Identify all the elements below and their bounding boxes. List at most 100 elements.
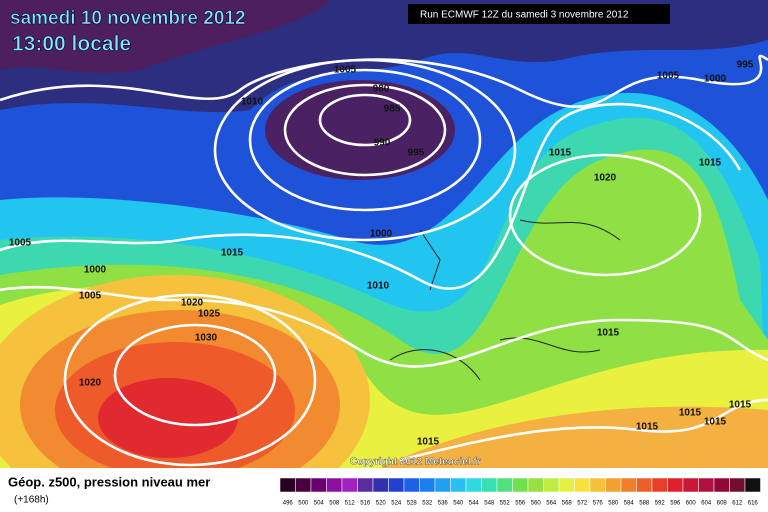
scale-label: 608: [717, 501, 728, 507]
scale-swatch: [620, 477, 637, 493]
scale-swatch: [450, 477, 467, 493]
scale-swatch: [465, 477, 482, 493]
isobar-label: 1015: [699, 158, 722, 169]
isobar-label: 1015: [679, 408, 702, 419]
scale-swatch: [388, 477, 405, 493]
isobar-label: 1005: [657, 71, 680, 82]
isobar-label: 1020: [181, 298, 204, 309]
isobar-label: 1015: [549, 148, 572, 159]
isobar-label: 995: [408, 148, 425, 159]
isobar-label: 1030: [195, 333, 218, 344]
scale-swatch: [419, 477, 436, 493]
scale-label: 560: [531, 501, 542, 507]
scale-swatch: [527, 477, 544, 493]
scale-label: 504: [314, 501, 325, 507]
scale-label: 572: [577, 501, 588, 507]
scale-swatch: [279, 477, 296, 493]
scale-swatch: [310, 477, 327, 493]
scale-label: 588: [639, 501, 650, 507]
isobar-label: 1010: [241, 97, 264, 108]
scale-label: 520: [376, 501, 387, 507]
isobar-label: 1015: [221, 248, 244, 259]
scale-label: 496: [283, 501, 294, 507]
legend-title: Géop. z500, pression niveau mer: [8, 474, 210, 489]
isobar-label: 990: [374, 138, 391, 149]
scale-swatch: [496, 477, 513, 493]
scale-swatch: [744, 477, 761, 493]
scale-label: 524: [391, 501, 402, 507]
isobar-label: 1020: [79, 378, 102, 389]
scale-label: 512: [345, 501, 356, 507]
scale-swatch: [605, 477, 622, 493]
scale-label: 616: [748, 501, 759, 507]
scale-swatch: [295, 477, 312, 493]
scale-swatch: [434, 477, 451, 493]
scale-label: 604: [701, 501, 712, 507]
scale-label: 564: [546, 501, 557, 507]
scale-label: 544: [469, 501, 480, 507]
isobar-label: 1025: [198, 309, 221, 320]
scale-label: 612: [732, 501, 743, 507]
scale-label: 596: [670, 501, 681, 507]
isobar-label: 1015: [636, 422, 659, 433]
isobar-label: 1015: [597, 328, 620, 339]
scale-label: 500: [298, 501, 309, 507]
scale-label: 584: [624, 501, 635, 507]
scale-label: 528: [407, 501, 418, 507]
scale-swatch: [589, 477, 606, 493]
scale-label: 576: [593, 501, 604, 507]
scale-swatch: [403, 477, 420, 493]
isobars: [0, 54, 768, 467]
scale-swatch: [729, 477, 746, 493]
scale-label: 580: [608, 501, 619, 507]
scale-swatch: [357, 477, 374, 493]
scale-swatch: [574, 477, 591, 493]
copyright: Copyright 2012 Meteociel.fr: [350, 457, 481, 468]
isobar-label: 1005: [334, 65, 357, 76]
lead-time: (+168h): [14, 495, 49, 506]
isobar-label: 1015: [729, 400, 752, 411]
scale-swatch: [512, 477, 529, 493]
isobar-label: 985: [384, 104, 401, 115]
isobar-label: 1020: [594, 173, 617, 184]
isobar-label: 1000: [370, 229, 393, 240]
isobar-label: 1015: [704, 417, 727, 428]
scale-swatch: [326, 477, 343, 493]
run-info: Run ECMWF 12Z du samedi 3 novembre 2012: [420, 10, 629, 21]
scale-swatch: [667, 477, 684, 493]
scale-label: 600: [686, 501, 697, 507]
scale-label: 536: [438, 501, 449, 507]
isobar-label: 1000: [84, 265, 107, 276]
isobar-label: 995: [737, 60, 754, 71]
isobar-label: 1010: [367, 281, 390, 292]
scale-swatch: [372, 477, 389, 493]
scale-label: 508: [329, 501, 340, 507]
scale-swatch: [713, 477, 730, 493]
isobar-label: 1015: [417, 437, 440, 448]
scale-swatch: [481, 477, 498, 493]
scale-label: 540: [453, 501, 464, 507]
scale-swatch: [682, 477, 699, 493]
scale-label: 532: [422, 501, 433, 507]
time-title: 13:00 locale: [12, 33, 131, 56]
scale-label: 556: [515, 501, 526, 507]
scale-label: 516: [360, 501, 371, 507]
scale-label: 548: [484, 501, 495, 507]
isobar-label: 1000: [704, 74, 727, 85]
scale-swatch: [651, 477, 668, 493]
date-title: samedi 10 novembre 2012: [10, 8, 246, 29]
scale-label: 592: [655, 501, 666, 507]
scale-swatch: [543, 477, 560, 493]
scale-label: 568: [562, 501, 573, 507]
scale-swatch: [558, 477, 575, 493]
scale-swatch: [698, 477, 715, 493]
isobar-label: 1005: [9, 238, 32, 249]
isobar-label: 980: [373, 84, 390, 95]
scale-swatch: [636, 477, 653, 493]
isobar-label: 1005: [79, 291, 102, 302]
scale-swatch: [341, 477, 358, 493]
scale-label: 552: [500, 501, 511, 507]
